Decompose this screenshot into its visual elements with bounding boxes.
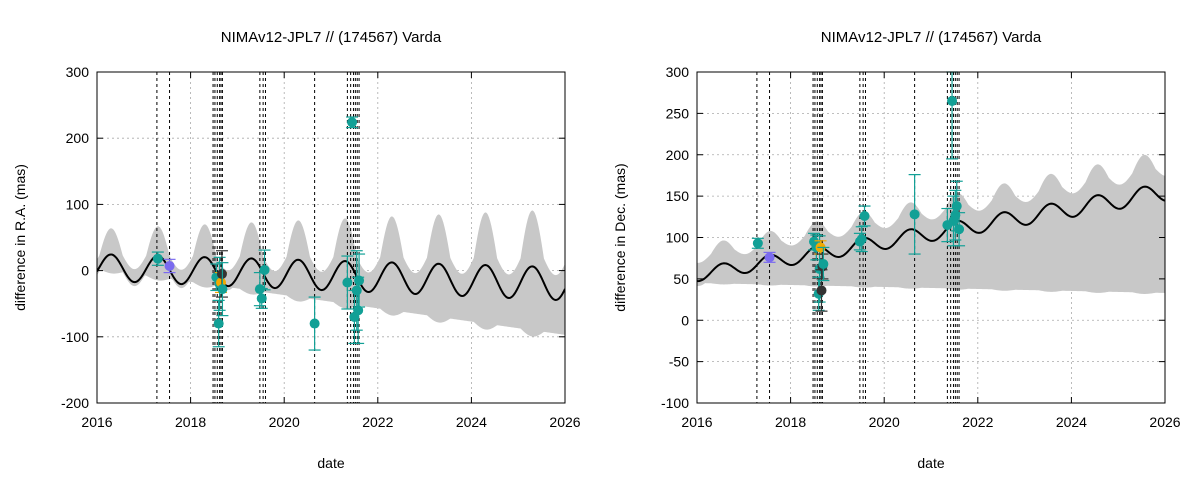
data-point	[354, 275, 365, 286]
data-point	[213, 318, 224, 329]
data-point	[947, 95, 958, 106]
data-point	[764, 252, 775, 263]
data-point	[256, 293, 267, 304]
x-tick-label: 2024	[456, 414, 487, 430]
x-tick-label: 2026	[1149, 414, 1180, 430]
data-point	[342, 277, 353, 288]
data-point	[164, 260, 175, 271]
plot-frame	[96, 71, 566, 404]
x-tick-label: 2018	[775, 414, 806, 430]
x-tick-label: 2020	[269, 414, 300, 430]
data-point	[217, 284, 228, 295]
y-tick-label: 100	[66, 196, 90, 212]
chart-title: NIMAv12-JPL7 // (174567) Varda	[221, 29, 442, 46]
data-point	[351, 285, 362, 296]
y-tick-label: 50	[673, 271, 689, 287]
y-axis-label: difference in Dec. (mas)	[612, 163, 628, 311]
y-tick-label: -200	[61, 395, 89, 411]
y-tick-label: 250	[666, 105, 690, 121]
data-point	[856, 234, 867, 245]
y-axis-label: difference in R.A. (mas)	[12, 164, 28, 311]
data-point	[353, 305, 364, 316]
data-point	[152, 253, 163, 264]
data-point	[309, 318, 320, 329]
data-point	[951, 201, 962, 212]
y-tick-label: -100	[61, 329, 89, 345]
model-line	[697, 185, 1165, 283]
data-point	[818, 258, 829, 269]
x-tick-label: 2026	[549, 414, 580, 430]
data-point	[259, 264, 270, 275]
y-tick-label: -50	[669, 354, 689, 370]
y-tick-label: 300	[666, 64, 690, 80]
x-tick-label: 2018	[175, 414, 206, 430]
y-tick-label: 100	[666, 230, 690, 246]
chart-2: -100 -50 0 50 100 150 200 250 300 2016 2018 2020 202…	[612, 29, 1181, 471]
x-tick-label: 2022	[962, 414, 993, 430]
x-tick-label: 2024	[1056, 414, 1087, 430]
x-tick-label: 2020	[869, 414, 900, 430]
x-axis-label: date	[317, 455, 344, 471]
y-tick-label: 0	[81, 263, 89, 279]
data-point	[954, 224, 965, 235]
y-tick-label: 300	[66, 64, 90, 80]
y-tick-label: 200	[666, 147, 690, 163]
chart-1: -200 -100 0 100 200 300 2016 2018 2020 2022 2024 20…	[12, 29, 581, 471]
model-uncertainty-band	[97, 210, 565, 337]
data-point	[909, 209, 920, 220]
data-point	[347, 117, 358, 128]
x-tick-label: 2016	[81, 414, 112, 430]
y-tick-label: 200	[66, 130, 90, 146]
y-tick-label: 150	[666, 188, 690, 204]
model-line	[97, 253, 565, 302]
x-axis-label: date	[917, 455, 944, 471]
model-uncertainty-band	[697, 154, 1165, 294]
data-point	[752, 238, 763, 249]
data-point	[816, 285, 827, 296]
y-tick-label: -100	[661, 395, 689, 411]
data-point	[859, 210, 870, 221]
x-tick-label: 2016	[681, 414, 712, 430]
chart-title: NIMAv12-JPL7 // (174567) Varda	[821, 29, 1042, 46]
data-point	[254, 284, 265, 295]
y-tick-label: 0	[681, 312, 689, 328]
x-tick-label: 2022	[362, 414, 393, 430]
